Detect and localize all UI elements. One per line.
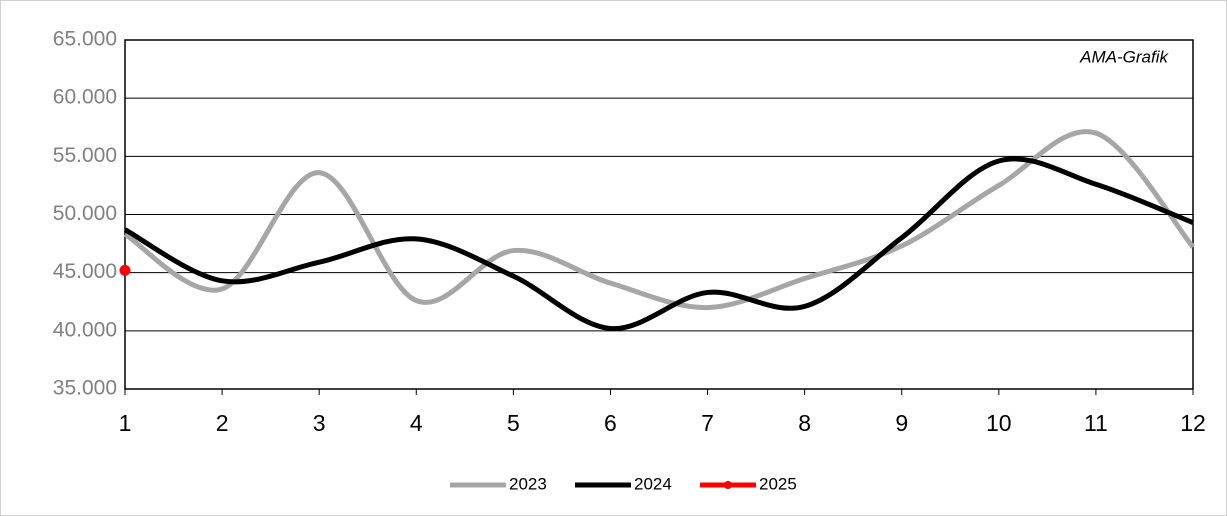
- y-tick-label: 35.000: [53, 377, 117, 400]
- plot-frame: [124, 39, 1194, 390]
- x-tick-label: 12: [1180, 410, 1206, 436]
- y-tick-label: 40.000: [53, 318, 117, 341]
- x-tick-label: 2: [216, 410, 229, 436]
- y-tick-label: 60.000: [53, 86, 117, 109]
- y-tick-label: 55.000: [53, 144, 117, 167]
- legend-label: 2025: [759, 474, 797, 493]
- legend-marker: [724, 481, 732, 489]
- x-tick-label: 11: [1084, 410, 1108, 436]
- y-tick-label: 45.000: [53, 260, 117, 283]
- x-tick-label: 10: [986, 410, 1012, 436]
- x-tick-label: 8: [798, 410, 811, 436]
- y-tick-label: 65.000: [53, 28, 117, 51]
- y-tick-label: 50.000: [53, 202, 117, 225]
- series-marker: [119, 264, 131, 276]
- annotation: AMA-Grafik: [1079, 47, 1169, 66]
- legend-label: 2024: [634, 474, 672, 493]
- x-tick-label: 4: [410, 410, 423, 436]
- x-tick-label: 7: [701, 410, 714, 436]
- x-tick-label: 6: [604, 410, 617, 436]
- x-tick-label: 5: [507, 410, 520, 436]
- x-tick-label: 3: [313, 410, 326, 436]
- series-line: [123, 156, 1194, 332]
- x-tick-label: 9: [895, 410, 908, 436]
- x-tick-label: 1: [119, 410, 132, 436]
- legend-label: 2023: [509, 474, 547, 493]
- series-line: [123, 129, 1195, 311]
